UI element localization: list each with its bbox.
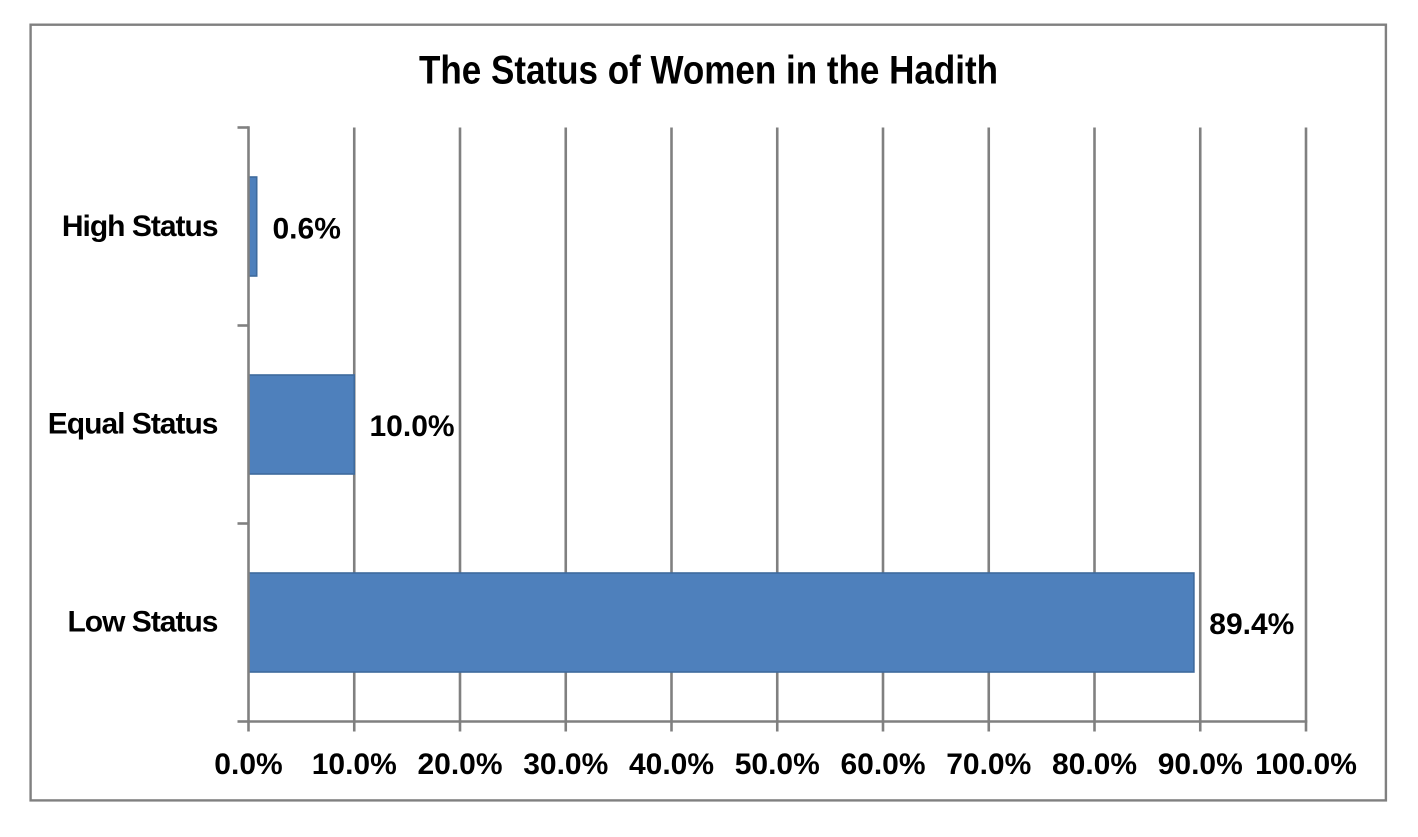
svg-text:80.0%: 80.0% — [1052, 748, 1137, 781]
svg-text:0.6%: 0.6% — [273, 212, 341, 245]
svg-text:The Status of Women in the Had: The Status of Women in the Hadith — [419, 49, 998, 93]
svg-text:89.4%: 89.4% — [1209, 608, 1294, 641]
svg-text:20.0%: 20.0% — [417, 748, 502, 781]
svg-text:70.0%: 70.0% — [946, 748, 1031, 781]
svg-text:50.0%: 50.0% — [735, 748, 820, 781]
svg-text:60.0%: 60.0% — [840, 748, 925, 781]
svg-text:10.0%: 10.0% — [370, 410, 455, 443]
svg-text:10.0%: 10.0% — [312, 748, 397, 781]
svg-text:High Status: High Status — [62, 210, 218, 243]
svg-text:90.0%: 90.0% — [1158, 748, 1243, 781]
svg-text:Low Status: Low Status — [67, 606, 217, 639]
svg-text:0.0%: 0.0% — [214, 748, 282, 781]
svg-text:Equal Status: Equal Status — [48, 408, 218, 441]
svg-text:30.0%: 30.0% — [523, 748, 608, 781]
svg-text:40.0%: 40.0% — [629, 748, 714, 781]
svg-text:100.0%: 100.0% — [1255, 748, 1357, 781]
